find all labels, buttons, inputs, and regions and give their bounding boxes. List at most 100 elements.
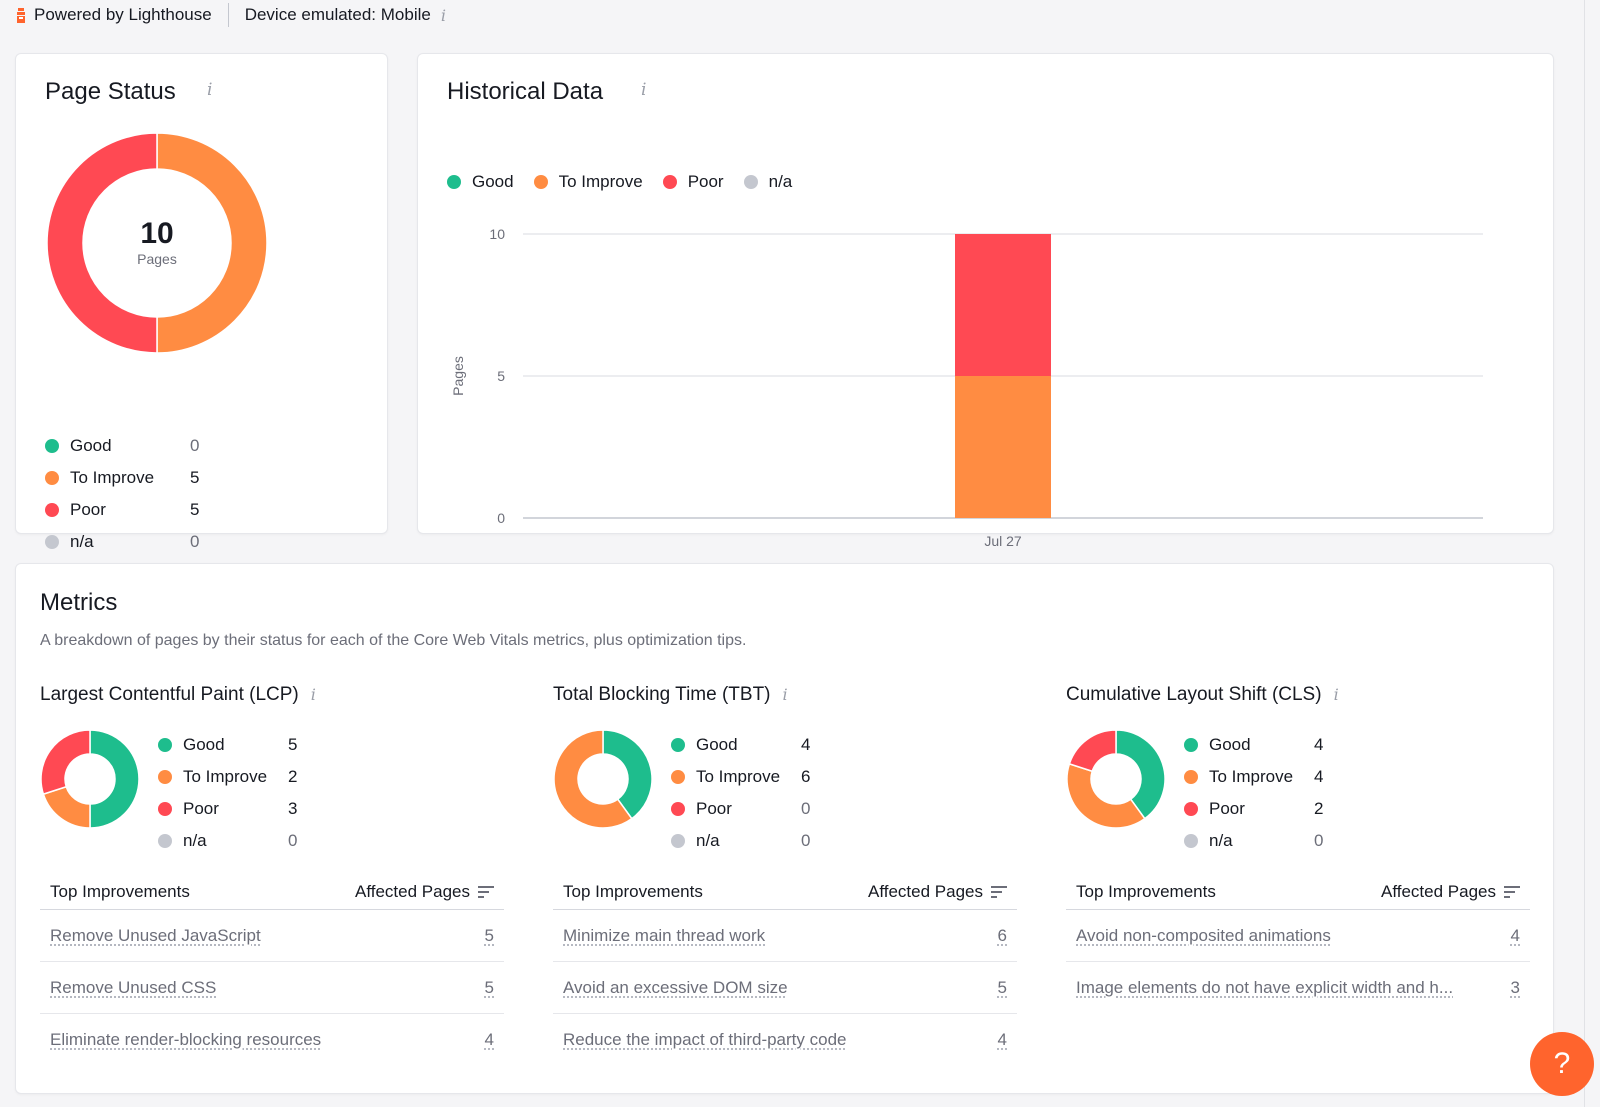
affected-pages-header[interactable]: Affected Pages xyxy=(868,882,1007,902)
help-button[interactable]: ? xyxy=(1530,1032,1594,1096)
legend-item-good: Good 5 xyxy=(158,729,308,761)
improvement-link[interactable]: Remove Unused JavaScript xyxy=(50,925,261,945)
affected-pages-label: Affected Pages xyxy=(868,881,983,901)
historical-legend: Good To Improve Poor n/a xyxy=(447,172,812,192)
scrollbar[interactable] xyxy=(1584,0,1600,1107)
metric-donut xyxy=(553,729,653,829)
legend-value: 5 xyxy=(288,735,298,754)
improvement-link[interactable]: Image elements do not have explicit widt… xyxy=(1076,978,1454,997)
improvement-link[interactable]: Avoid an excessive DOM size xyxy=(563,977,788,997)
metric-donut xyxy=(40,729,140,829)
legend-item-to-improve: To Improve 4 xyxy=(1184,761,1334,793)
legend-label: Poor xyxy=(1209,799,1245,818)
metric-title-text: Largest Contentful Paint (LCP) xyxy=(40,684,299,705)
improvement-link[interactable]: Reduce the impact of third-party code xyxy=(563,1030,847,1049)
donut-slice-to-improve[interactable] xyxy=(156,132,268,354)
legend-item-na[interactable]: n/a xyxy=(743,172,792,192)
improvements-table: Top Improvements Affected Pages Remove U… xyxy=(40,874,504,1066)
info-icon[interactable]: i xyxy=(440,5,446,25)
metric-legend: Good 5 To Improve 2 Poor 3 n/a 0 xyxy=(158,729,308,857)
poor-dot-icon xyxy=(671,802,685,816)
improvement-link[interactable]: Avoid non-composited animations xyxy=(1076,925,1331,945)
affected-pages-count[interactable]: 6 xyxy=(997,925,1007,945)
legend-item-poor: Poor 3 xyxy=(158,793,308,825)
affected-pages-count[interactable]: 5 xyxy=(484,925,494,945)
top-improvements-header: Top Improvements xyxy=(1076,881,1216,901)
metric-legend: Good 4 To Improve 6 Poor 0 n/a 0 xyxy=(671,729,821,857)
page-status-title: Page Status xyxy=(45,78,176,105)
page-status-legend: Good 0 To Improve 5 Poor 5 n/a 0 xyxy=(45,430,205,558)
legend-item-good[interactable]: Good xyxy=(447,172,514,192)
to-improve-dot-icon xyxy=(158,770,172,784)
info-icon[interactable]: i xyxy=(1333,685,1339,704)
info-icon[interactable]: i xyxy=(782,685,788,704)
improvement-link[interactable]: Remove Unused CSS xyxy=(50,977,217,997)
donut-slice-poor[interactable] xyxy=(46,132,158,354)
legend-item-na: n/a 0 xyxy=(45,526,205,558)
page-status-donut xyxy=(46,132,268,354)
improvement-link[interactable]: Minimize main thread work xyxy=(563,925,766,945)
legend-label: To Improve xyxy=(183,767,268,786)
good-dot-icon xyxy=(447,175,461,189)
donut-slice-good[interactable] xyxy=(89,729,140,829)
affected-pages-count[interactable]: 4 xyxy=(997,1030,1007,1049)
poor-dot-icon xyxy=(158,802,172,816)
legend-value: 0 xyxy=(288,831,298,850)
donut-slice-poor[interactable] xyxy=(40,729,91,796)
metric-title: Total Blocking Time (TBT) i xyxy=(553,684,788,706)
donut-slice-poor[interactable] xyxy=(1068,729,1117,773)
info-icon[interactable]: i xyxy=(207,80,213,100)
affected-pages-count[interactable]: 5 xyxy=(997,977,1007,997)
poor-dot-icon xyxy=(662,175,677,189)
legend-label: n/a xyxy=(696,831,720,850)
affected-pages-count[interactable]: 5 xyxy=(484,977,494,997)
good-dot-icon xyxy=(158,738,172,752)
bar-segment-to-improve[interactable] xyxy=(955,376,1051,518)
metric-title-text: Total Blocking Time (TBT) xyxy=(553,684,771,705)
legend-item-poor[interactable]: Poor xyxy=(662,172,724,192)
sort-icon[interactable] xyxy=(1504,885,1520,898)
legend-value: 0 xyxy=(1314,831,1324,850)
donut-slice-to-improve[interactable] xyxy=(42,785,91,829)
na-dot-icon xyxy=(671,834,685,848)
total-pages-value: 10 xyxy=(140,217,174,250)
x-tick-label: Jul 27 xyxy=(984,533,1022,549)
legend-label: Poor xyxy=(696,799,732,818)
affected-pages-header[interactable]: Affected Pages xyxy=(355,882,494,902)
powered-by-text: Powered by Lighthouse xyxy=(34,5,212,24)
legend-label: n/a xyxy=(1209,831,1233,850)
affected-pages-count[interactable]: 3 xyxy=(1510,978,1520,997)
legend-item-good: Good 4 xyxy=(1184,729,1334,761)
sort-icon[interactable] xyxy=(991,885,1007,898)
legend-label: Good xyxy=(696,735,738,754)
metric-title: Cumulative Layout Shift (CLS) i xyxy=(1066,684,1339,706)
historical-bar-chart: 0 5 10 Pages Jul 27 xyxy=(450,226,1483,549)
sort-icon[interactable] xyxy=(478,885,494,898)
improvement-link[interactable]: Eliminate render-blocking resources xyxy=(50,1030,322,1049)
donut-slice-good[interactable] xyxy=(1115,729,1166,820)
legend-item-to-improve[interactable]: To Improve xyxy=(533,172,643,192)
info-icon[interactable]: i xyxy=(641,80,647,100)
affected-pages-count[interactable]: 4 xyxy=(1510,925,1520,945)
historical-data-card: Historical Data i Good To Improve Poor n… xyxy=(417,53,1554,549)
improvement-row: Avoid non-composited animations 4 xyxy=(1066,910,1530,962)
legend-value: 0 xyxy=(801,831,811,850)
historical-data-title: Historical Data xyxy=(447,78,604,105)
info-icon[interactable]: i xyxy=(310,685,316,704)
improvement-row: Avoid an excessive DOM size 5 xyxy=(553,962,1017,1014)
donut-slice-good[interactable] xyxy=(602,729,653,820)
donut-slice-to-improve[interactable] xyxy=(1066,762,1146,829)
bar-segment-poor[interactable] xyxy=(955,234,1051,376)
donut-slice-to-improve[interactable] xyxy=(553,729,633,829)
affected-pages-header[interactable]: Affected Pages xyxy=(1381,882,1520,902)
legend-value: 0 xyxy=(190,436,200,455)
improvements-table: Top Improvements Affected Pages Minimize… xyxy=(553,874,1017,1066)
page-status-card: Page Status i 10 Pages Good 0 To Improve… xyxy=(15,53,388,551)
legend-value: 5 xyxy=(190,468,200,487)
affected-pages-count[interactable]: 4 xyxy=(484,1030,494,1049)
y-tick-label: 5 xyxy=(497,368,505,384)
good-dot-icon xyxy=(1184,738,1198,752)
good-dot-icon xyxy=(45,439,59,453)
metrics-subtitle: A breakdown of pages by their status for… xyxy=(40,632,747,649)
legend-label: To Improve xyxy=(70,468,155,487)
